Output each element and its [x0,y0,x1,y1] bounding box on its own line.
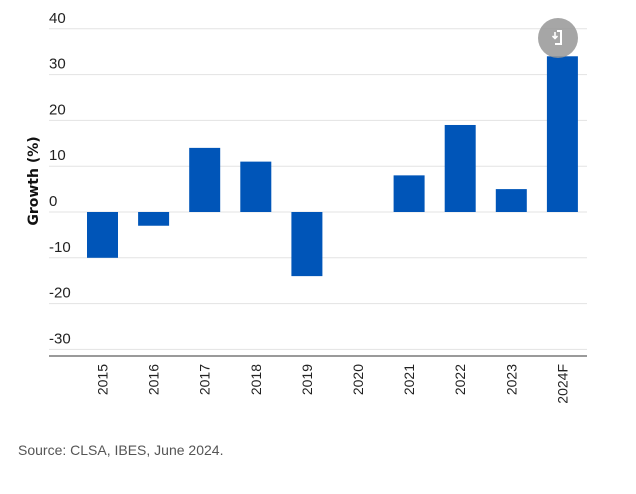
x-tick-label: 2022 [452,364,468,395]
bar-2019 [291,212,323,277]
x-tick-label: 2016 [146,364,162,395]
bar-2017 [189,147,221,212]
x-tick-label: 2024F [554,364,570,404]
download-button[interactable] [538,18,578,58]
x-tick-label: 2015 [95,364,111,395]
y-axis-ticks: 40 30 20 10 0 -10 -20 -30 [49,10,71,348]
bar-2016 [138,212,170,226]
y-tick-label: -20 [49,285,71,302]
y-tick-label: 0 [49,193,57,210]
bar-2023 [495,189,527,212]
y-tick-label: 20 [49,101,66,118]
bar-2015 [87,212,118,258]
x-tick-label: 2019 [299,364,315,395]
bar-2022 [444,124,476,212]
x-axis-ticks: 2015 2016 2017 2018 2019 2020 2021 2022 2023 2024… [95,364,571,404]
bars [87,56,578,277]
download-icon [551,30,562,45]
bar-2024F [546,56,578,212]
bar-2018 [240,161,272,212]
x-tick-label: 2018 [248,364,264,395]
x-tick-label: 2023 [503,364,519,395]
y-tick-label: -30 [49,330,71,347]
y-tick-label: 10 [49,147,66,164]
x-tick-label: 2020 [350,364,366,395]
y-tick-label: -10 [49,239,71,256]
y-axis-label: Growth (%) [26,136,42,225]
y-tick-label: 40 [49,10,66,27]
source-note: Source: CLSA, IBES, June 2024. [18,442,224,458]
y-tick-label: 30 [49,56,66,73]
bar-2021 [393,175,425,212]
x-tick-label: 2021 [401,364,417,395]
x-tick-label: 2017 [197,364,213,395]
